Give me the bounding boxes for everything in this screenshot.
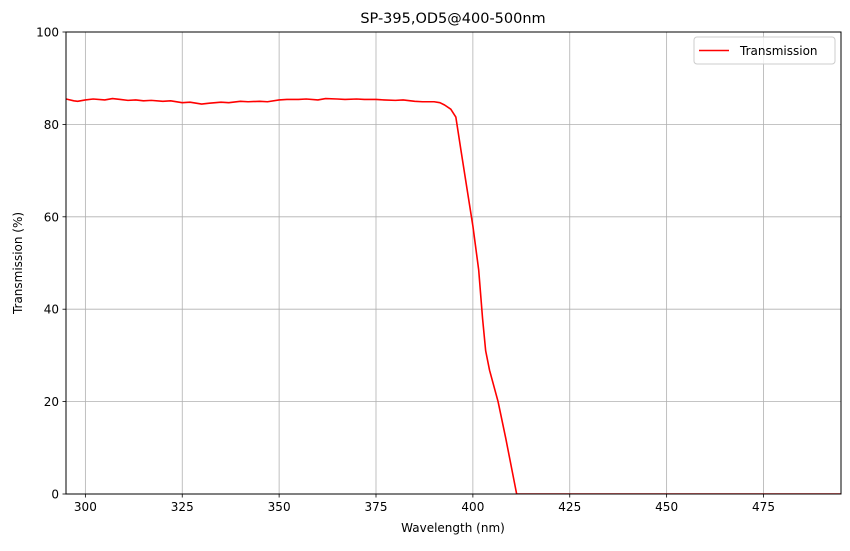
y-tick-label: 20	[44, 395, 59, 409]
legend: Transmission	[693, 36, 836, 65]
y-tick-label: 40	[44, 303, 59, 317]
y-tick-label: 0	[51, 488, 59, 502]
y-tick-label: 100	[36, 26, 59, 40]
legend-label: Transmission	[739, 44, 818, 58]
plot-frame	[65, 31, 842, 495]
data-series	[66, 97, 841, 494]
x-tick-label: 300	[74, 500, 97, 514]
x-tick-label: 450	[655, 500, 678, 514]
x-tick-label: 475	[752, 500, 775, 514]
series-line-transmission	[66, 97, 841, 494]
x-tick-label: 375	[365, 500, 388, 514]
y-axis-label: Transmission (%)	[11, 212, 25, 315]
y-tick-label: 80	[44, 118, 59, 132]
y-tick-label: 60	[44, 210, 59, 224]
x-tick-label: 400	[461, 500, 484, 514]
axis-ticks: 300 325 350 375 400 425 450 475 0 20 40 60 80 100	[36, 26, 775, 515]
x-tick-label: 325	[171, 500, 194, 514]
chart-title: SP-395,OD5@400-500nm	[360, 11, 545, 27]
x-axis-label: Wavelength (nm)	[401, 521, 505, 535]
x-tick-label: 350	[268, 500, 291, 514]
x-tick-label: 425	[558, 500, 581, 514]
legend-frame	[693, 36, 836, 65]
